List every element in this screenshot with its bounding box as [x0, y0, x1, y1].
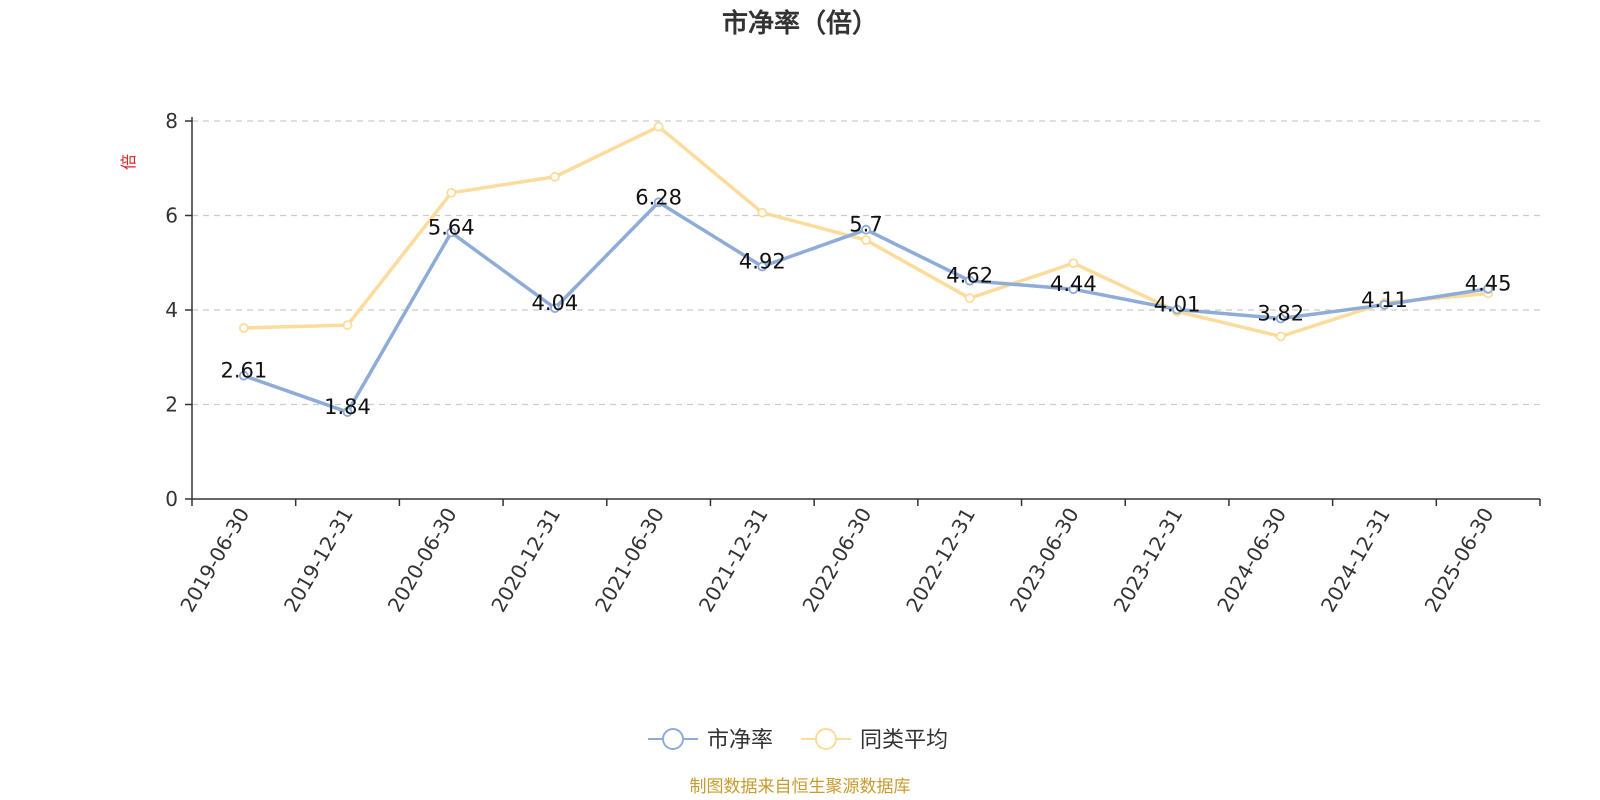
series-1-point-2[interactable] — [446, 187, 457, 198]
x-tick-label-8: 2023-06-30 — [1005, 504, 1084, 617]
chart-title: 市净率（倍） — [722, 8, 878, 39]
data-label-2: 5.64 — [428, 216, 475, 240]
x-tick-label-9: 2023-12-31 — [1109, 504, 1188, 617]
y-axis-ticks: 0 2 4 6 8 — [165, 109, 192, 511]
series-0-point-9[interactable] — [1172, 304, 1182, 315]
axes — [191, 117, 1540, 500]
data-source-note: 制图数据来自恒生聚源数据库 — [690, 777, 911, 797]
data-label-7: 4.62 — [946, 264, 993, 288]
series-1-point-3[interactable] — [550, 171, 560, 182]
series-1-point-7[interactable] — [964, 293, 975, 304]
series-1-point-1[interactable] — [342, 320, 353, 331]
series-1-point-8[interactable] — [1068, 258, 1079, 269]
data-label-9: 4.01 — [1154, 293, 1201, 317]
x-tick-label-4: 2021-06-30 — [590, 504, 669, 617]
y-tick-label-3: 6 — [165, 204, 178, 228]
series-0-point-6[interactable] — [861, 224, 871, 235]
data-label-10: 3.82 — [1257, 302, 1304, 326]
x-tick-label-7: 2022-12-31 — [901, 504, 980, 617]
y-axis-unit-label: 倍 — [119, 154, 138, 170]
data-label-5: 4.92 — [739, 250, 786, 274]
series-0-point-11[interactable] — [1379, 299, 1390, 310]
legend-0-label: 市净率 — [707, 728, 773, 753]
series-0-point-7[interactable] — [964, 275, 975, 286]
y-tick-label-2: 4 — [165, 298, 178, 322]
x-tick-label-2: 2020-06-30 — [383, 504, 462, 617]
data-label-1: 1.84 — [324, 395, 371, 419]
series-0-point-4[interactable] — [653, 197, 664, 208]
x-tick-label-3: 2020-12-31 — [486, 504, 565, 617]
series-0-point-5[interactable] — [757, 261, 768, 272]
series-0-point-12[interactable] — [1483, 283, 1494, 294]
series-0-point-1[interactable] — [342, 407, 353, 417]
x-axis-ticks: 2019-06-30 2019-12-31 2020-06-30 2020-12-31… — [175, 499, 1541, 617]
series-1-point-10[interactable] — [1275, 331, 1286, 342]
x-tick-label-1: 2019-12-31 — [279, 504, 358, 617]
series-1-point-5[interactable] — [757, 207, 768, 218]
series-0-point-10[interactable] — [1275, 313, 1286, 324]
data-label-0: 2.61 — [220, 359, 267, 383]
legend-1-label: 同类平均 — [860, 728, 948, 753]
legend-1-marker — [815, 728, 837, 750]
x-tick-label-12: 2025-06-30 — [1420, 504, 1499, 617]
x-tick-label-11: 2024-12-31 — [1316, 504, 1395, 617]
data-label-4: 6.28 — [635, 185, 682, 209]
x-tick-label-0: 2019-06-30 — [175, 504, 254, 617]
series-group — [238, 121, 1494, 417]
data-label-11: 4.11 — [1361, 288, 1408, 312]
data-label-12: 4.45 — [1465, 272, 1512, 296]
y-tick-label-1: 2 — [165, 393, 178, 417]
x-tick-label-10: 2024-06-30 — [1212, 504, 1291, 617]
series-0-point-3[interactable] — [550, 303, 560, 314]
legend-item-0[interactable]: 市净率 — [648, 728, 773, 753]
data-labels: 2.61 1.84 5.64 4.04 6.28 4.92 5.7 4.62 4.44 4.01 3… — [220, 185, 1511, 419]
y-tick-label-4: 8 — [165, 109, 178, 133]
legend[interactable]: 市净率 同类平均 — [648, 728, 948, 753]
series-1-point-0[interactable] — [238, 323, 249, 333]
series-0-point-0[interactable] — [238, 370, 249, 381]
legend-0-marker — [662, 728, 684, 750]
x-tick-label-6: 2022-06-30 — [797, 504, 876, 617]
data-label-6: 5.7 — [849, 213, 882, 237]
data-label-3: 4.04 — [532, 291, 579, 315]
legend-item-1[interactable]: 同类平均 — [801, 728, 948, 753]
y-tick-label-0: 0 — [165, 487, 178, 511]
series-0-point-2[interactable] — [446, 227, 457, 238]
series-0-point-8[interactable] — [1068, 284, 1079, 295]
x-tick-label-5: 2021-12-31 — [694, 504, 773, 617]
grid-lines — [192, 120, 1540, 406]
series-1-point-4[interactable] — [653, 121, 664, 132]
series-1-point-6[interactable] — [861, 235, 871, 245]
data-label-8: 4.44 — [1050, 272, 1097, 296]
